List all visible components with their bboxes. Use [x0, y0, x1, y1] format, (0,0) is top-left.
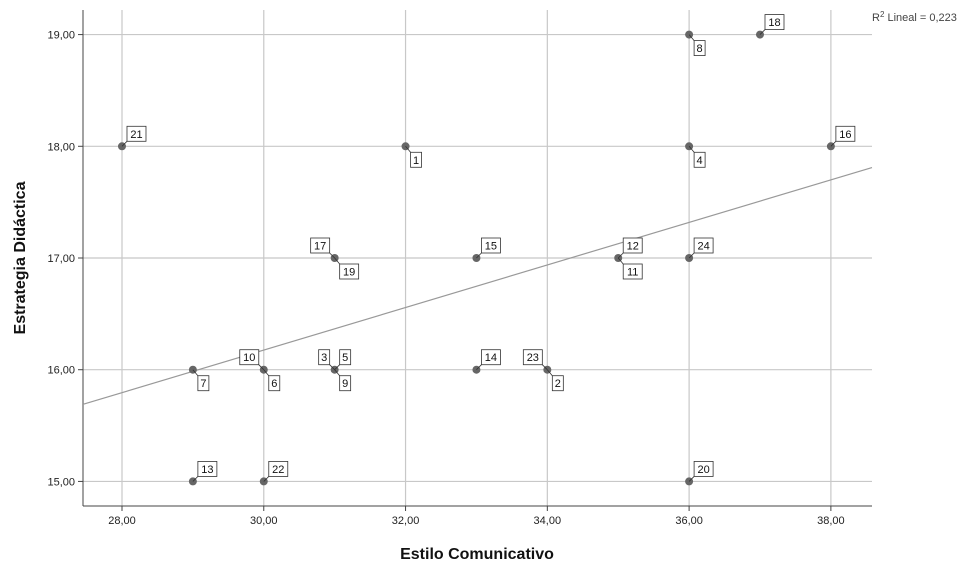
label-leader [547, 369, 553, 376]
label-leader [334, 257, 340, 265]
label-leader [263, 476, 270, 482]
point-label: 15 [485, 241, 497, 253]
label-leader [688, 146, 695, 153]
point-label-box [522, 349, 543, 366]
point-label: 3 [321, 352, 327, 364]
point-label-box [197, 461, 218, 477]
point-label-box [126, 125, 147, 142]
y-tick-label: 18,00 [47, 141, 75, 153]
label-leader [329, 364, 335, 370]
y-axis-title: Estrategia Didáctica [12, 181, 29, 334]
point-label-box [410, 151, 422, 168]
label-leader [476, 252, 482, 259]
point-label: 6 [271, 378, 277, 390]
y-tick-label: 19,00 [47, 30, 75, 42]
x-tick-label: 34,00 [534, 515, 562, 527]
y-tick-label: 16,00 [47, 365, 75, 377]
label-leader [334, 364, 340, 370]
y-tick-label: 15,00 [47, 476, 75, 488]
point-label-box [835, 125, 856, 142]
point-label: 5 [342, 352, 348, 364]
point-label-box [310, 237, 331, 254]
label-leader [476, 364, 482, 370]
point-label: 17 [314, 241, 326, 253]
point-label-box [318, 349, 331, 366]
label-leader [688, 476, 695, 482]
point-label-box [622, 237, 643, 254]
x-tick-label: 30,00 [250, 515, 278, 527]
label-leader [617, 257, 624, 265]
point-label-box [268, 375, 281, 392]
point-label: 24 [697, 241, 709, 253]
label-leader [617, 252, 624, 259]
point-label-box [693, 40, 706, 56]
point-label: 13 [201, 464, 213, 476]
axes: 28,00 30,00 32,00 34,00 36,00 38,00 15,00 16,00… [47, 10, 872, 527]
label-leader [405, 146, 411, 153]
point-label-box [481, 349, 501, 366]
point-label-box [551, 375, 564, 392]
label-leader [830, 141, 837, 147]
point-label-box [481, 237, 501, 254]
x-tick-label: 36,00 [675, 515, 703, 527]
point-label: 16 [839, 129, 851, 141]
label-leader [688, 34, 695, 41]
point-label-box [693, 237, 714, 254]
point-label: 20 [697, 464, 709, 476]
point-label: 12 [627, 241, 639, 253]
point-label: 19 [343, 267, 355, 279]
x-tick-label: 32,00 [392, 515, 420, 527]
point-label-box [764, 14, 785, 30]
x-axis-title: Estilo Comunicativo [400, 546, 554, 563]
point-label: 7 [200, 378, 206, 390]
point-label: 10 [243, 352, 255, 364]
label-leader [121, 141, 128, 147]
point-label: 4 [697, 155, 703, 167]
point-label: 11 [627, 267, 638, 279]
label-leader [192, 476, 199, 482]
y-tick-label: 17,00 [47, 253, 75, 265]
point-label-box [268, 461, 289, 477]
point-label: 2 [555, 378, 561, 390]
point-label-box [693, 461, 714, 477]
point-label-box [339, 349, 352, 366]
point-label: 8 [697, 43, 703, 55]
point-label-box [239, 349, 260, 366]
fit-line [82, 166, 873, 405]
point-label: 14 [485, 352, 497, 364]
point-label: 1 [413, 155, 419, 167]
label-leader [542, 364, 548, 370]
point-label-box [197, 375, 210, 392]
label-leader [759, 29, 766, 35]
label-leader [258, 364, 265, 370]
point-label: 21 [130, 129, 142, 141]
x-tick-label: 28,00 [108, 515, 136, 527]
point-label: 23 [527, 352, 539, 364]
point-label: 22 [272, 464, 284, 476]
point-label-box [339, 375, 352, 392]
label-leader [263, 369, 270, 376]
x-tick-label: 38,00 [817, 515, 845, 527]
point-label: 18 [768, 17, 780, 29]
r2-annotation: R2 Lineal = 0,223 [872, 10, 957, 24]
label-leader [688, 252, 695, 259]
point-label: 9 [342, 378, 348, 390]
point-label-box [339, 263, 360, 280]
label-leader [329, 252, 335, 259]
label-leader [334, 369, 340, 376]
point-label-box [693, 151, 706, 168]
label-leader [192, 369, 199, 376]
point-label-box [622, 263, 643, 280]
fit-line-layer [82, 166, 873, 405]
